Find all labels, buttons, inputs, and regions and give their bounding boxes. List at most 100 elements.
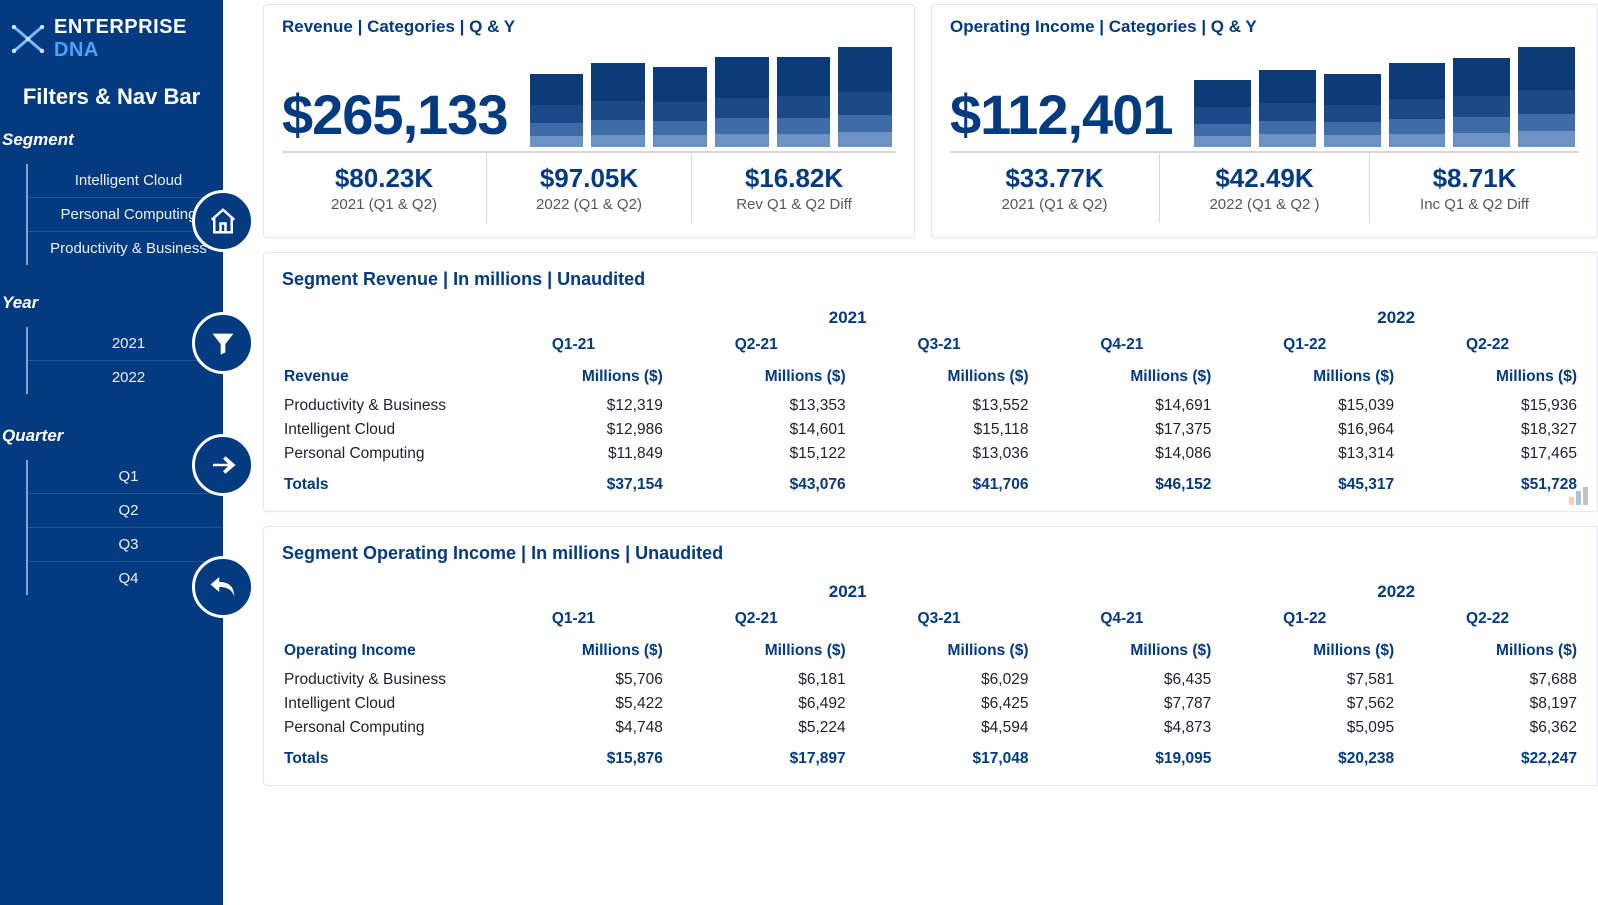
cell: $6,362 [1396,716,1579,740]
unit-cell: Millions ($) [482,358,665,394]
period-head: Q4-21 [1030,606,1213,632]
kpi-sub-value: $33.77K [954,163,1155,194]
totals-cell: $51,728 [1396,466,1579,497]
chart-bar-segment [777,57,831,96]
nav-home-button[interactable] [192,190,254,252]
period-head: Q2-21 [665,606,848,632]
chart-bar-segment [1194,124,1251,137]
kpi-card: Revenue | Categories | Q & Y$265,133$80.… [263,4,915,238]
chart-bar-segment [1389,63,1446,99]
period-head: Q1-22 [1213,606,1396,632]
chart-bar [653,67,707,147]
row-name: Productivity & Business [282,668,482,692]
cell: $13,036 [848,442,1031,466]
kpi-title: Revenue | Categories | Q & Y [282,17,896,37]
chart-marker-icon[interactable] [1569,485,1591,505]
kpi-card: Operating Income | Categories | Q & Y $11… [931,4,1598,238]
nav-buttons [192,190,254,618]
chart-bar [1389,63,1446,147]
period-head: Q1-21 [482,332,665,358]
cell: $14,086 [1030,442,1213,466]
row-name: Productivity & Business [282,394,482,418]
main: Revenue | Categories | Q & Y$265,133$80.… [223,0,1598,905]
chart-bar [530,74,584,147]
chart-bar-segment [530,136,584,147]
table-row: Personal Computing$11,849$15,122$13,036$… [282,442,1579,466]
chart-bar-segment [530,74,584,105]
brand-word: ENTERPRISE DNA [54,16,213,62]
nav-forward-button[interactable] [192,434,254,496]
kpi-sub-cell: $8.71KInc Q1 & Q2 Diff [1369,153,1579,223]
chart-bar-segment [777,96,831,117]
table-row: Productivity & Business$12,319$13,353$13… [282,394,1579,418]
chart-bar-segment [1518,90,1575,113]
cell: $4,594 [848,716,1031,740]
cell: $6,492 [665,692,848,716]
kpi-sub-label: 2022 (Q1 & Q2 ) [1164,196,1365,213]
kpi-big-value: $112,401 [950,82,1172,147]
chart-bar-segment [1324,105,1381,122]
cell: $15,122 [665,442,848,466]
kpi-sub-row: $80.23K2021 (Q1 & Q2)$97.05K2022 (Q1 & Q… [282,153,896,223]
cell: $6,425 [848,692,1031,716]
cell: $17,465 [1396,442,1579,466]
cell: $5,706 [482,668,665,692]
nav-filter-button[interactable] [192,312,254,374]
totals-cell: $20,238 [1213,740,1396,771]
kpi-mini-chart [526,47,896,147]
cell: $14,691 [1030,394,1213,418]
cell: $15,039 [1213,394,1396,418]
table-title: Segment Operating Income | In millions |… [282,543,1579,564]
kpi-sub-label: 2022 (Q1 & Q2) [491,196,687,213]
chart-bar-segment [1194,136,1251,147]
kpi-sub-cell: $42.49K 2022 (Q1 & Q2 ) [1159,153,1369,223]
chart-bar-segment [1518,47,1575,90]
chart-bar [1194,80,1251,147]
nav-back-button[interactable] [192,556,254,618]
data-table: 20212022Q1-21Q2-21Q3-21Q4-21Q1-22Q2-22Re… [282,304,1579,497]
chart-bar-segment [715,134,769,147]
cell: $12,319 [482,394,665,418]
row-name: Personal Computing [282,716,482,740]
cell: $7,688 [1396,668,1579,692]
period-head: Q2-21 [665,332,848,358]
chart-bar-segment [591,101,645,121]
brand-logo: ENTERPRISE DNA [0,10,223,80]
table-card: Segment Operating Income | In millions |… [263,526,1598,786]
chart-bar-segment [591,63,645,101]
chart-bar-segment [715,118,769,133]
totals-label: Totals [282,466,482,497]
unit-cell: Millions ($) [665,358,848,394]
chart-bar-segment [1453,96,1510,118]
kpi-title: Operating Income | Categories | Q & Y [950,17,1579,37]
chart-bar-segment [1324,135,1381,147]
cell: $5,422 [482,692,665,716]
totals-cell: $37,154 [482,466,665,497]
chart-bar-segment [838,115,892,132]
cell: $8,197 [1396,692,1579,716]
unit-cell: Millions ($) [1213,632,1396,668]
year-head: 2022 [1213,578,1579,606]
chart-bar-segment [653,67,707,103]
cell: $15,936 [1396,394,1579,418]
cell: $16,964 [1213,418,1396,442]
row-name: Intelligent Cloud [282,692,482,716]
year-head: 2021 [482,304,1213,332]
chart-bar-segment [838,47,892,92]
kpi-sub-value: $8.71K [1374,163,1575,194]
year-head: 2022 [1213,304,1579,332]
period-head: Q2-22 [1396,332,1579,358]
chart-bar [591,63,645,147]
kpi-sub-value: $42.49K [1164,163,1365,194]
chart-bar-segment [1518,114,1575,131]
cell: $13,314 [1213,442,1396,466]
chart-bar-segment [1259,134,1316,147]
chart-bar-segment [1389,99,1446,119]
cell: $7,562 [1213,692,1396,716]
cell: $4,873 [1030,716,1213,740]
chart-bar-segment [530,123,584,136]
sidebar-group-head: Year [0,291,223,327]
totals-cell: $46,152 [1030,466,1213,497]
period-head: Q2-22 [1396,606,1579,632]
chart-bar-segment [653,102,707,121]
